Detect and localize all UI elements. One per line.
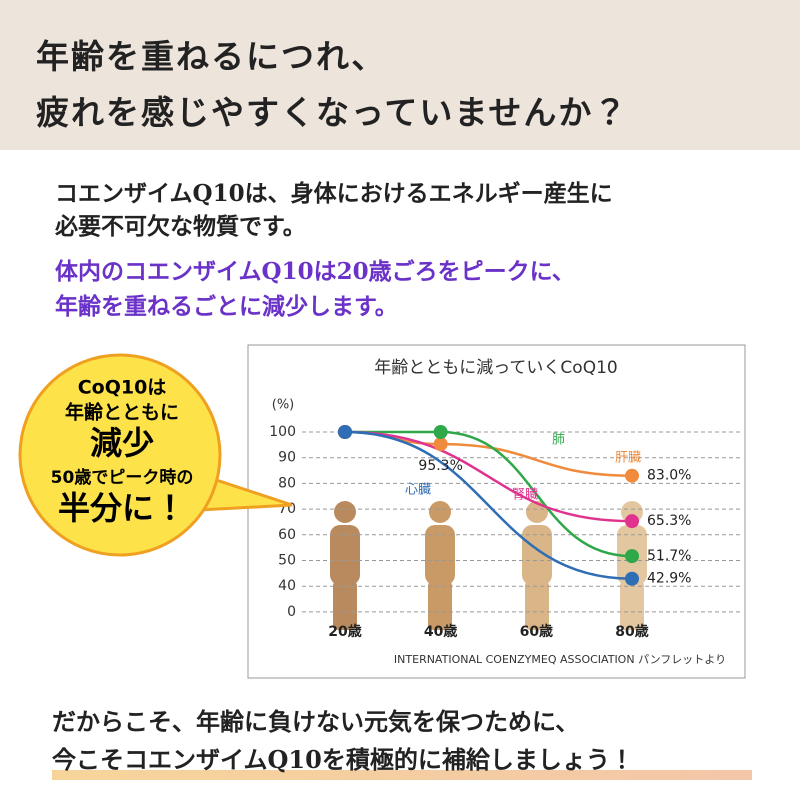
series-name: 肺 <box>552 433 565 448</box>
y-tick-label: 100 <box>269 424 296 440</box>
header-line: 年齢を重ねるにつれ、 <box>36 37 387 76</box>
y-tick-label: 80 <box>278 475 296 491</box>
footer-line: 今こそコエンザイムQ10を積極的に補給しましょう！ <box>52 745 634 774</box>
point <box>338 425 352 439</box>
point <box>625 514 639 529</box>
source: INTERNATIONAL COENZYMEQ ASSOCIATION パンフレ… <box>394 653 726 666</box>
y-tick-label: 90 <box>278 450 296 466</box>
series-name: 腎臓 <box>512 488 538 503</box>
point <box>625 549 639 564</box>
series-name: 肝臓 <box>615 451 641 466</box>
y-tick-label: 40 <box>278 578 296 594</box>
series-line <box>344 430 633 523</box>
point <box>433 425 448 439</box>
series-line <box>345 430 633 558</box>
value-label: 65.3% <box>647 513 691 529</box>
value-label: 83.0% <box>647 468 691 484</box>
chart: 年齢とともに減っていくCoQ10 (%) INTERNATIONAL COENZ… <box>247 344 746 679</box>
intro-line: 体内のコエンザイムQ10は20歳ごろをピークに、 <box>55 258 575 285</box>
y-tick-label: 60 <box>278 527 296 543</box>
intro-line: コエンザイムQ10は、身体におけるエネルギー産生に <box>55 180 613 207</box>
badge-line: 年齢とともに <box>65 401 179 424</box>
point <box>625 571 639 586</box>
point <box>625 468 639 483</box>
value-label: 51.7% <box>647 548 691 564</box>
y-axis-label: (%) <box>272 398 295 413</box>
chart-frame <box>247 344 746 679</box>
value-label: 42.9% <box>647 571 691 587</box>
intro-line: 年齢を重ねるごとに減少します。 <box>55 293 398 320</box>
silhouettes <box>330 501 647 630</box>
y-tick-label: 50 <box>278 553 296 569</box>
x-tick-label: 60歳 <box>520 623 553 640</box>
value-label: 95.3% <box>418 458 462 474</box>
y-tick-label: 0 <box>287 604 296 620</box>
series-line <box>344 430 633 580</box>
badge-line: CoQ10は <box>78 377 167 399</box>
badge-line: 半分に！ <box>58 489 186 527</box>
x-tick-label: 40歳 <box>424 623 457 640</box>
footer-line: だからこそ、年齢に負けない元気を保つために、 <box>52 707 580 736</box>
underline <box>52 770 752 780</box>
chart-title: 年齢とともに減っていくCoQ10 <box>374 358 617 378</box>
badge-line: 50歳でピーク時の <box>51 467 194 488</box>
header: 年齢を重ねるにつれ、 疲れを感じやすくなっていませんか？ <box>0 0 800 150</box>
x-tick-label: 80歳 <box>615 623 648 640</box>
header-line: 疲れを感じやすくなっていませんか？ <box>36 93 629 132</box>
x-tick-label: 20歳 <box>328 623 361 640</box>
badge-line: 減少 <box>90 424 154 462</box>
series-name: 心臓 <box>405 483 431 498</box>
intro-line: 必要不可欠な物質です。 <box>55 213 306 240</box>
point <box>433 437 448 452</box>
badge: CoQ10は 年齢とともに 減少 50歳でピーク時の 半分に！ <box>18 353 293 557</box>
